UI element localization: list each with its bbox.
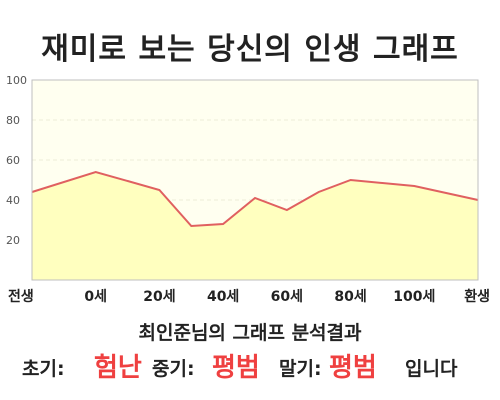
x-tick-label: 20세: [143, 289, 175, 305]
x-tick-label: 0세: [84, 289, 107, 305]
x-tick-label: 100세: [393, 289, 435, 305]
life-area-fill: [32, 172, 478, 280]
y-tick-label: 40: [6, 194, 20, 207]
y-tick-label: 80: [6, 114, 20, 127]
early-label: 초기:: [22, 358, 65, 380]
mid-value: 평범: [212, 353, 260, 383]
y-axis-ticks: 100 80 60 40 20: [6, 74, 27, 247]
x-tick-label: 80세: [334, 289, 366, 305]
x-tick-label: 환생: [464, 288, 490, 305]
x-tick-label: 전생: [8, 288, 34, 305]
plot-frame: [31, 79, 479, 281]
late-label: 말기:: [279, 358, 322, 380]
x-tick-label: 60세: [271, 289, 303, 305]
late-value: 평범: [329, 353, 377, 383]
ending-text: 입니다: [405, 358, 458, 380]
result-summary: 초기: 험난 중기: 평범 말기: 평범 입니다: [0, 345, 500, 385]
y-tick-label: 100: [6, 74, 27, 87]
early-value: 험난: [94, 353, 142, 383]
y-tick-label: 60: [6, 154, 20, 167]
x-tick-label: 40세: [207, 289, 239, 305]
y-tick-label: 20: [6, 234, 20, 247]
x-axis-ticks: 전생 0세 20세 40세 60세 80세 100세 환생: [8, 288, 490, 305]
page-title: 재미로 보는 당신의 인생 그래프: [41, 32, 459, 67]
life-line: [31, 170, 479, 228]
mid-label: 중기:: [152, 358, 195, 380]
result-subtitle: 최인준님의 그래프 분석결과: [138, 322, 362, 344]
